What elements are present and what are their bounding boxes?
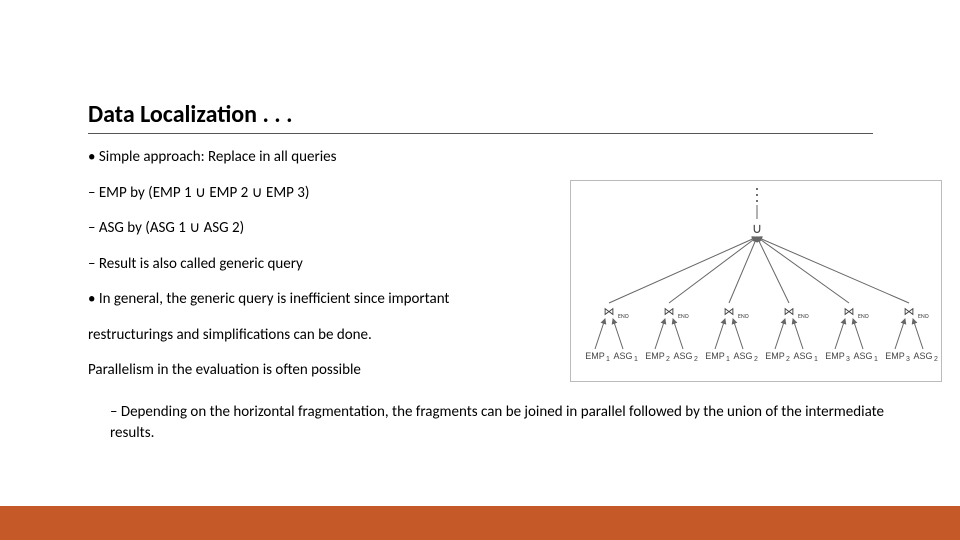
svg-text:2: 2 (666, 356, 670, 363)
svg-text:2: 2 (694, 356, 698, 363)
svg-text:1: 1 (874, 356, 878, 363)
tree-svg: ∪⋈ENOEMP1ASG1⋈ENOEMP2ASG2⋈ENOEMP1ASG2⋈EN… (571, 181, 943, 383)
content-block: • Simple approach: Replace in all querie… (88, 148, 568, 397)
svg-text:ENO: ENO (618, 312, 629, 320)
slide-title: Data Localization . . . (88, 100, 873, 134)
svg-text:ASG: ASG (853, 351, 872, 361)
svg-text:EMP: EMP (825, 351, 845, 361)
svg-text:⋈: ⋈ (904, 305, 915, 318)
svg-text:⋈: ⋈ (664, 305, 675, 318)
line-parallel: Parallelism in the evaluation is often p… (88, 361, 568, 381)
svg-text:EMP: EMP (885, 351, 905, 361)
svg-text:ENO: ENO (798, 312, 809, 320)
bullet-simple: • Simple approach: Replace in all querie… (88, 148, 568, 168)
svg-text:ASG: ASG (673, 351, 692, 361)
svg-text:⋈: ⋈ (604, 305, 615, 318)
svg-text:EMP: EMP (645, 351, 665, 361)
svg-text:2: 2 (786, 356, 790, 363)
dash-depending: – Depending on the horizontal fragmentat… (110, 402, 910, 444)
svg-text:∪: ∪ (752, 220, 762, 237)
svg-text:ASG: ASG (913, 351, 932, 361)
svg-text:ENO: ENO (918, 312, 929, 320)
svg-text:2: 2 (934, 356, 938, 363)
svg-text:⋈: ⋈ (844, 305, 855, 318)
dash-result: – Result is also called generic query (88, 255, 568, 275)
svg-text:⋈: ⋈ (724, 305, 735, 318)
svg-text:ASG: ASG (613, 351, 632, 361)
svg-text:3: 3 (906, 356, 910, 363)
svg-text:1: 1 (634, 356, 638, 363)
dash-asg: – ASG by (ASG 1 ∪ ASG 2) (88, 219, 568, 239)
dash-emp: – EMP by (EMP 1 ∪ EMP 2 ∪ EMP 3) (88, 184, 568, 204)
svg-text:3: 3 (846, 356, 850, 363)
query-tree-diagram: ∪⋈ENOEMP1ASG1⋈ENOEMP2ASG2⋈ENOEMP1ASG2⋈EN… (570, 180, 942, 382)
line-restructure: restructurings and simplifications can b… (88, 326, 568, 346)
svg-text:1: 1 (726, 356, 730, 363)
svg-text:EMP: EMP (585, 351, 605, 361)
svg-text:ENO: ENO (678, 312, 689, 320)
svg-text:EMP: EMP (705, 351, 725, 361)
svg-text:ENO: ENO (858, 312, 869, 320)
svg-text:1: 1 (606, 356, 610, 363)
svg-text:1: 1 (814, 356, 818, 363)
svg-text:ASG: ASG (733, 351, 752, 361)
bullet-general: • In general, the generic query is ineff… (88, 290, 568, 310)
svg-text:EMP: EMP (765, 351, 785, 361)
svg-text:2: 2 (754, 356, 758, 363)
accent-bar (0, 506, 960, 540)
svg-text:ASG: ASG (793, 351, 812, 361)
svg-text:ENO: ENO (738, 312, 749, 320)
svg-text:⋈: ⋈ (784, 305, 795, 318)
